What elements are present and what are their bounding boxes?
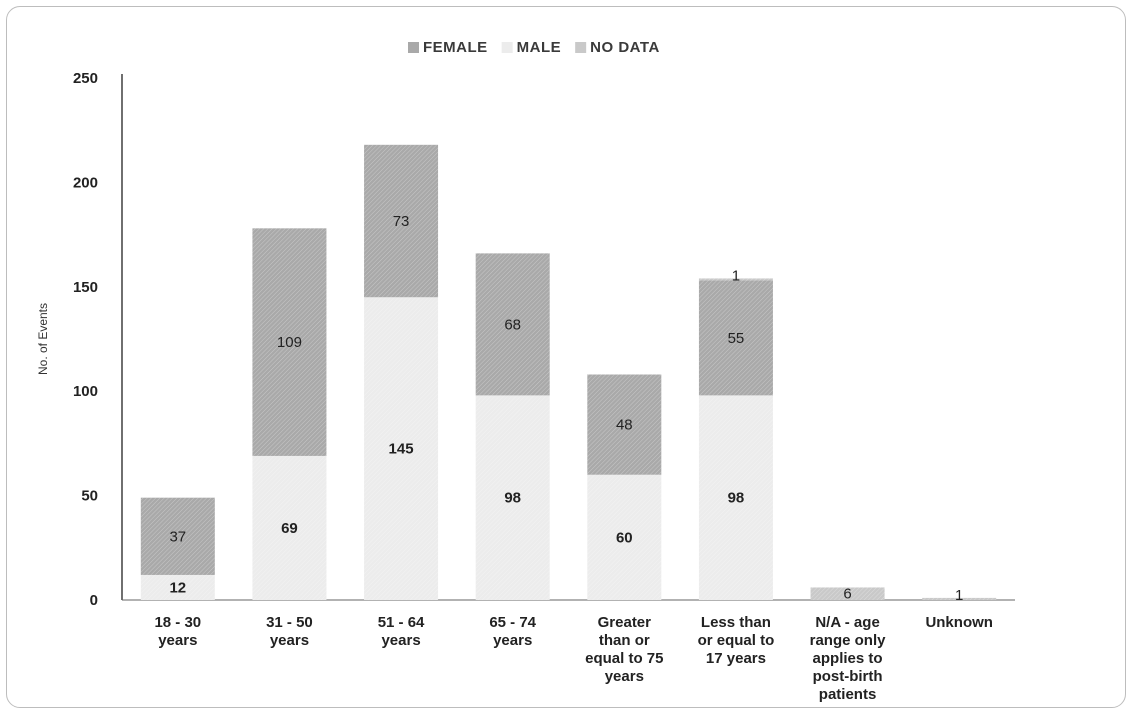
data-label: 1	[955, 587, 963, 604]
x-tick-label: N/A - age range only applies to post-birth p…	[810, 614, 887, 703]
data-label: 109	[277, 334, 302, 351]
bars: 12 37 69 109 145 73 98 68 60 48 98 55 1 6 1	[140, 144, 997, 604]
data-label: 37	[169, 528, 186, 545]
bar-texture	[475, 395, 550, 600]
legend-swatch-male	[501, 42, 513, 53]
data-label: 68	[504, 316, 521, 333]
data-label: 60	[616, 529, 633, 546]
bar-texture	[140, 574, 215, 600]
y-tick-label: 150	[73, 279, 98, 296]
legend-swatch-no-data	[575, 42, 587, 53]
y-tick-label: 0	[90, 592, 98, 609]
x-tick-label: Greater than or equal to 75 years	[585, 614, 663, 685]
bar-texture	[810, 587, 885, 600]
legend-label-female: FEMALE	[423, 39, 488, 56]
x-tick-label: 31 - 50 years	[266, 614, 313, 649]
bar-texture	[698, 280, 773, 396]
bar-texture	[587, 374, 662, 475]
data-label: 69	[281, 520, 298, 537]
y-axis-title: No. of Events	[36, 303, 50, 375]
bar-texture	[587, 474, 662, 600]
data-label: 98	[728, 490, 745, 507]
data-label: 145	[389, 441, 414, 458]
bar-texture	[698, 395, 773, 600]
chart-legend: FEMALE MALE NO DATA	[408, 39, 660, 56]
bar-texture	[922, 597, 997, 600]
data-label: 55	[728, 330, 745, 347]
y-tick-label: 250	[73, 70, 98, 87]
data-label: 98	[504, 490, 521, 507]
data-label: 6	[843, 586, 851, 603]
bar-texture	[698, 278, 773, 281]
legend-label-male: MALE	[517, 39, 562, 56]
bar-texture	[252, 455, 327, 600]
data-label: 48	[616, 417, 633, 434]
bar-texture	[364, 297, 439, 600]
x-tick-label: 51 - 64 years	[378, 614, 425, 649]
y-tick-label: 100	[73, 383, 98, 400]
y-tick-label: 200	[73, 174, 98, 191]
y-tick-label: 50	[81, 488, 98, 505]
legend-swatch-female	[408, 42, 419, 53]
bar-texture	[140, 497, 215, 575]
bar-texture	[364, 144, 439, 298]
x-tick-label: Unknown	[925, 614, 993, 631]
data-label: 73	[393, 213, 410, 230]
bar-texture	[475, 253, 550, 396]
legend-label-no-data: NO DATA	[590, 39, 660, 56]
data-label: 12	[169, 579, 186, 596]
x-tick-label: 65 - 74 years	[489, 614, 536, 649]
x-axis: 18 - 30 years 31 - 50 years 51 - 64 years 65 -…	[154, 614, 992, 703]
x-tick-label: Less than or equal to 17 years	[698, 614, 775, 667]
bar-texture	[252, 228, 327, 456]
data-label: 1	[732, 267, 740, 284]
x-tick-label: 18 - 30 years	[154, 614, 201, 649]
